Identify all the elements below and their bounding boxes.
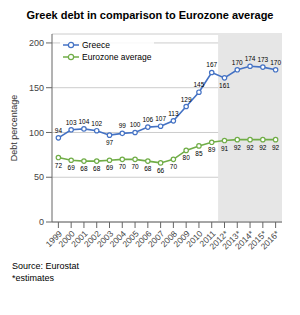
- svg-text:68: 68: [144, 165, 152, 172]
- svg-text:170: 170: [232, 59, 243, 66]
- svg-text:92: 92: [259, 144, 267, 151]
- svg-text:0: 0: [39, 217, 44, 227]
- svg-text:102: 102: [91, 120, 102, 127]
- svg-text:2015*: 2015*: [245, 228, 269, 252]
- svg-text:2004: 2004: [107, 228, 128, 250]
- svg-text:104: 104: [79, 118, 90, 125]
- html-text:Greek debt in comparison to Eu: Greek debt in comparison to Eurozone ave…: [26, 9, 274, 21]
- svg-text:50: 50: [34, 172, 44, 182]
- svg-text:2008: 2008: [158, 228, 180, 250]
- svg-text:167: 167: [206, 61, 217, 68]
- svg-text:85: 85: [195, 150, 203, 157]
- svg-text:2010: 2010: [184, 228, 205, 250]
- svg-text:2016*: 2016*: [259, 228, 282, 251]
- svg-text:89: 89: [208, 146, 216, 153]
- svg-text:70: 70: [119, 163, 127, 170]
- svg-text:174: 174: [245, 55, 256, 62]
- svg-text:97: 97: [106, 139, 114, 146]
- svg-text:92: 92: [234, 144, 242, 151]
- html-text:Eurozone average: Eurozone average: [82, 52, 152, 62]
- svg-text:1999: 1999: [43, 228, 65, 250]
- svg-text:145: 145: [194, 81, 205, 88]
- svg-text:2013*: 2013*: [220, 228, 243, 252]
- svg-text:68: 68: [80, 165, 88, 172]
- svg-text:2012*: 2012*: [207, 228, 231, 252]
- svg-text:92: 92: [246, 144, 254, 151]
- svg-text:2000: 2000: [56, 228, 77, 250]
- svg-text:150: 150: [29, 83, 44, 93]
- svg-text:66: 66: [157, 167, 165, 174]
- svg-text:94: 94: [55, 127, 63, 134]
- svg-text:2003: 2003: [94, 228, 116, 250]
- svg-text:91: 91: [221, 145, 229, 152]
- svg-text:70: 70: [131, 163, 139, 170]
- svg-text:2006: 2006: [133, 228, 154, 250]
- svg-text:2007: 2007: [145, 228, 167, 250]
- svg-text:173: 173: [257, 56, 268, 63]
- svg-text:2005: 2005: [120, 228, 141, 250]
- svg-text:68: 68: [93, 165, 101, 172]
- svg-text:100: 100: [29, 128, 44, 138]
- svg-text:70: 70: [170, 163, 178, 170]
- svg-text:106: 106: [142, 116, 153, 123]
- svg-text:113: 113: [168, 110, 179, 117]
- svg-text:Debt percentage: Debt percentage: [9, 95, 19, 162]
- svg-text:161: 161: [219, 82, 230, 89]
- svg-text:92: 92: [272, 144, 280, 151]
- svg-text:200: 200: [29, 38, 44, 48]
- svg-text:107: 107: [155, 115, 166, 122]
- svg-text:2014*: 2014*: [233, 228, 256, 252]
- svg-text:69: 69: [68, 164, 76, 171]
- svg-text:2011: 2011: [197, 228, 218, 249]
- svg-text:69: 69: [106, 164, 114, 171]
- svg-text:99: 99: [119, 122, 127, 129]
- svg-text:2002: 2002: [82, 228, 103, 250]
- svg-text:2001: 2001: [69, 228, 90, 250]
- svg-text:72: 72: [55, 162, 63, 169]
- svg-text:103: 103: [66, 119, 77, 126]
- svg-text:80: 80: [183, 154, 191, 161]
- svg-text:129: 129: [181, 96, 192, 103]
- svg-text:100: 100: [130, 121, 141, 128]
- html-text:*estimates: *estimates: [12, 273, 54, 283]
- html-text:Greece: Greece: [82, 40, 110, 50]
- html-text:Source: Eurostat: Source: Eurostat: [12, 261, 79, 271]
- svg-text:170: 170: [270, 59, 281, 66]
- svg-text:2009: 2009: [171, 228, 192, 250]
